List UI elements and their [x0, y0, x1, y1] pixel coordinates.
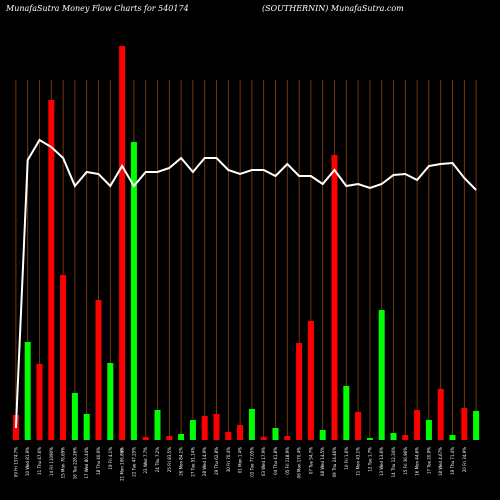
x-tick-label: 09 Fri 1374.7%	[13, 447, 18, 477]
x-tick-label: 07 Tue 54.7%	[308, 447, 313, 474]
bar	[237, 425, 244, 440]
x-tick-label: 06 Mon 170.4%	[297, 447, 302, 479]
x-tick-label: 19 Thu 71.4%	[450, 447, 455, 475]
x-extra-tick: G	[121, 448, 124, 453]
bar	[189, 420, 196, 440]
x-tick-label: 17 Wed 80.44%	[84, 447, 89, 479]
x-tick-label: 05 Fri 118.9%	[285, 447, 290, 475]
bar	[473, 411, 480, 440]
x-tick-label: 27 Tue 51.14%	[190, 447, 195, 477]
x-tick-label: 11 Mon 43.1%	[356, 447, 361, 476]
chart-subtitle: (SOUTHERNIN) MunafaSutra.com	[262, 4, 404, 13]
bar	[461, 408, 468, 440]
bar	[201, 416, 208, 440]
bar	[36, 364, 43, 440]
bar	[248, 409, 255, 440]
x-tick-label: 10 Wed 81.9%	[25, 447, 30, 476]
bar	[107, 363, 114, 440]
x-tick-label: 21 Mon 106.86%	[120, 447, 125, 481]
x-tick-label: 11 Thu 47.6%	[37, 447, 42, 475]
bar	[130, 142, 137, 440]
x-tick-label: 01 Mon 1.4%	[238, 447, 243, 473]
x-tick-label: 09 Thu 24.46%	[332, 447, 337, 478]
bar	[272, 428, 279, 440]
x-tick-label: 19 Fri 4.1%	[108, 447, 113, 470]
bar	[355, 412, 362, 440]
bar	[296, 343, 303, 440]
bar	[437, 389, 444, 440]
bar	[83, 414, 90, 440]
bar	[319, 430, 326, 440]
x-tick-label: 04 Thu 41.8%	[273, 447, 278, 475]
bar	[95, 300, 102, 440]
x-tick-label: 03 Wed 17.9%	[261, 447, 266, 476]
x-tick-label: 16 Mon 44.6%	[415, 447, 420, 476]
bar	[48, 100, 55, 440]
bar	[225, 432, 232, 440]
bar	[213, 414, 220, 440]
x-tick-label: 24 Thu 7.2%	[155, 447, 160, 473]
chart-title: MunafaSutra Money Flow Charts for 540174	[6, 4, 189, 13]
x-tick-label: 23 Wed 7.7%	[143, 447, 148, 474]
x-tick-label: 25 Fri 83.5%	[167, 447, 172, 472]
x-tick-label: 26 Mon 84.1%	[179, 447, 184, 476]
bar	[390, 433, 397, 440]
x-tick-label: 28 Wed 14.9%	[202, 447, 207, 476]
bar	[119, 46, 126, 440]
bar	[260, 437, 267, 440]
x-tick-label: 22 Tue 47.25%	[131, 447, 136, 477]
x-tick-label: 30 Fri 70.4%	[226, 447, 231, 472]
bar	[178, 434, 185, 440]
bar	[142, 437, 149, 440]
x-tick-label: 17 Tue 20.9%	[426, 447, 431, 474]
bar	[378, 310, 385, 440]
x-tick-label: 14 Fri 11090%	[49, 447, 54, 476]
bar	[366, 438, 373, 440]
x-tick-label: 10 Fri 1.6%	[344, 447, 349, 470]
x-tick-label: 15 Fri 36.96%	[403, 447, 408, 475]
bar	[343, 386, 350, 440]
x-tick-label: 12 Tue 1.7%	[367, 447, 372, 472]
x-tick-label: 29 Thu 62.8%	[214, 447, 219, 475]
x-tick-label: 16 Tue 226.26%	[72, 447, 77, 479]
bar	[60, 275, 67, 440]
bar	[449, 435, 456, 440]
x-tick-label: 13 Wed 13.6%	[379, 447, 384, 476]
x-tick-label: 15 Mon 76.69%	[61, 447, 66, 479]
x-tick-label: 20 Fri 34.9%	[462, 447, 467, 472]
bar	[166, 436, 173, 440]
bar	[331, 155, 338, 440]
money-flow-line	[14, 138, 477, 429]
bar	[24, 342, 31, 440]
bar	[414, 410, 421, 440]
x-tick-label: 02 Tue 77.05%	[249, 447, 254, 477]
x-tick-label: 14 Thu 12.34%	[391, 447, 396, 478]
bar	[307, 321, 314, 440]
x-tick-label: 08 Wed 14.5%	[320, 447, 325, 476]
bar	[284, 436, 291, 440]
x-tick-label: 18 Wed 4.67%	[438, 447, 443, 476]
bar-series	[12, 46, 480, 440]
bar	[154, 410, 161, 440]
bar	[402, 435, 409, 440]
x-tick-label: 18 Thu 40.9%	[96, 447, 101, 475]
bar	[71, 393, 78, 440]
x-tick-labels: 09 Fri 1374.7% 10 Wed 81.9% 11 Thu 47.6% 14…	[13, 447, 466, 481]
gridlines	[15, 80, 477, 440]
bar	[425, 420, 432, 440]
